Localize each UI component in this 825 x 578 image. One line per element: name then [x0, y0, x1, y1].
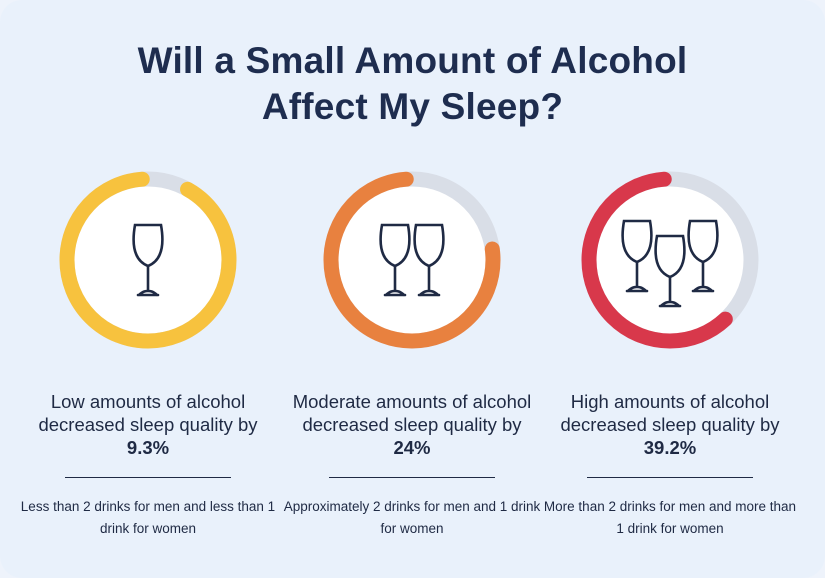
- divider: [329, 477, 495, 478]
- progress-ring: [59, 171, 237, 349]
- stat-caption: Moderate amounts of alcohol decreased sl…: [282, 390, 542, 459]
- progress-ring: [323, 171, 501, 349]
- caption-text: Moderate amounts of alcohol decreased sl…: [292, 391, 532, 435]
- wine-glass: [621, 219, 653, 293]
- stat-percent: 9.3%: [126, 437, 170, 458]
- wine-glass: [132, 223, 164, 297]
- caption-text: Low amounts of alcohol decreased sleep q…: [38, 391, 258, 435]
- ring-progress: [581, 171, 759, 349]
- group-low: Low amounts of alcohol decreased sleep q…: [18, 170, 278, 540]
- title-line-1: Will a Small Amount of Alcohol: [137, 40, 688, 81]
- drink-note: Less than 2 drinks for men and less than…: [20, 499, 276, 536]
- stat-percent: 39.2%: [643, 437, 697, 458]
- stat-caption: High amounts of alcohol decreased sleep …: [540, 390, 800, 459]
- wine-glass: [687, 219, 719, 293]
- stat-caption: Low amounts of alcohol decreased sleep q…: [18, 390, 278, 459]
- drink-note: Approximately 2 drinks for men and 1 dri…: [283, 499, 541, 536]
- wine-glass-icon: [379, 223, 445, 297]
- page-title: Will a Small Amount of Alcohol Affect My…: [0, 38, 825, 130]
- group-high: High amounts of alcohol decreased sleep …: [540, 170, 800, 540]
- divider: [587, 477, 753, 478]
- drink-note: More than 2 drinks for men and more than…: [543, 499, 797, 536]
- group-moderate: Moderate amounts of alcohol decreased sl…: [282, 170, 542, 540]
- title-line-2: Affect My Sleep?: [261, 86, 564, 127]
- wine-glass-icon: [621, 219, 719, 308]
- wine-glass-icon: [132, 223, 164, 297]
- wine-glass: [654, 234, 686, 308]
- stat-percent: 24%: [393, 437, 431, 458]
- ring-progress: [59, 171, 237, 349]
- wine-glass: [379, 223, 411, 297]
- progress-ring: [581, 171, 759, 349]
- ring-high: [540, 170, 800, 350]
- wine-glass: [413, 223, 445, 297]
- divider: [65, 477, 231, 478]
- caption-text: High amounts of alcohol decreased sleep …: [560, 391, 780, 435]
- ring-moderate: [282, 170, 542, 350]
- ring-low: [18, 170, 278, 350]
- ring-progress: [323, 171, 501, 349]
